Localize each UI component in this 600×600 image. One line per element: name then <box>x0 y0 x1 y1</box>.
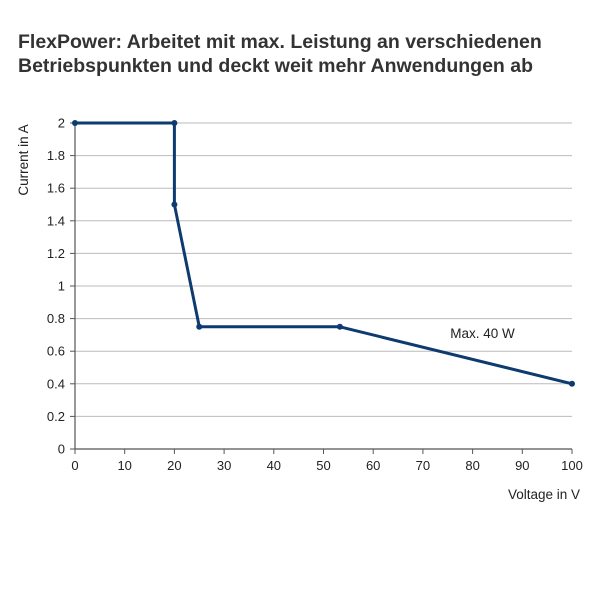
tick-labels: 00.20.40.60.811.21.41.61.820 10 20 30 40 50 60… <box>47 116 583 474</box>
axes <box>70 122 573 454</box>
series <box>72 120 575 387</box>
y-axis-title: Current in A <box>16 124 31 195</box>
y-tick-label: 0.4 <box>47 376 65 391</box>
x-tick-label: 20 <box>167 458 181 473</box>
x-tick-label: 70 <box>416 458 430 473</box>
y-tick-label: 0 <box>58 442 65 457</box>
annotation-label: Max. 40 W <box>450 326 515 341</box>
chart-title-line-2: Betriebspunkten und deckt weit mehr Anwe… <box>18 55 533 77</box>
y-tick-label: 2 <box>58 116 65 131</box>
data-point-2 <box>171 201 178 208</box>
x-tick-label: 30 <box>217 458 231 473</box>
y-tick-label: 1.6 <box>47 181 65 196</box>
y-tick-label: 1 <box>58 279 65 294</box>
data-point-4 <box>336 323 343 330</box>
series-line-0 <box>73 121 574 386</box>
x-axis-title: Voltage in V <box>508 487 580 502</box>
annotations: Max. 40 W <box>450 326 515 341</box>
x-tick-label: 60 <box>366 458 380 473</box>
data-point-3 <box>196 323 203 330</box>
x-tick-label: 10 <box>117 458 131 473</box>
x-tick-label: 40 <box>267 458 281 473</box>
y-tick-label: 0.2 <box>47 409 65 424</box>
x-tick-label: 100 <box>561 458 583 473</box>
data-point-0 <box>72 120 78 126</box>
chart-title-line-1: FlexPower: Arbeitet mit max. Leistung an… <box>18 31 542 53</box>
x-tick-label: 90 <box>515 458 529 473</box>
x-tick-label: 0 <box>71 458 78 473</box>
y-tick-label: 0.8 <box>47 311 65 326</box>
x-tick-label: 80 <box>465 458 479 473</box>
chart-title: FlexPower: Arbeitet mit max. Leistung an… <box>18 30 593 78</box>
y-tick-label: 1.8 <box>47 148 65 163</box>
y-tick-label: 0.6 <box>47 344 65 359</box>
x-tick-label: 50 <box>316 458 330 473</box>
data-point-1 <box>171 120 178 126</box>
grid-lines <box>75 122 572 417</box>
data-point-5 <box>569 380 575 387</box>
y-tick-label: 1.4 <box>47 213 65 228</box>
y-tick-label: 1.2 <box>47 246 65 261</box>
